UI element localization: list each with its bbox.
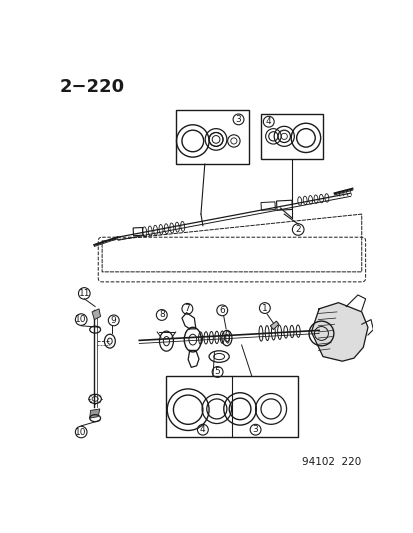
Bar	[166, 376, 297, 438]
Polygon shape	[90, 409, 100, 418]
Text: 10: 10	[75, 315, 87, 324]
Bar	[176, 110, 249, 164]
Text: 3: 3	[235, 115, 241, 124]
Bar	[133, 228, 142, 236]
Text: 2: 2	[294, 225, 300, 234]
Text: 6: 6	[219, 306, 225, 315]
Text: 7: 7	[184, 304, 190, 313]
Text: 2−220: 2−220	[59, 78, 124, 96]
Text: 8: 8	[159, 311, 164, 319]
Text: 4: 4	[265, 117, 271, 126]
Bar	[276, 200, 292, 210]
Polygon shape	[311, 303, 367, 361]
Text: 3: 3	[252, 425, 258, 434]
Text: 10: 10	[75, 427, 87, 437]
Text: 94102  220: 94102 220	[302, 457, 361, 467]
Text: 5: 5	[214, 367, 220, 376]
Polygon shape	[92, 309, 100, 320]
Text: 4: 4	[199, 425, 205, 434]
Bar	[260, 114, 322, 159]
Text: 11: 11	[78, 289, 90, 298]
Text: 1: 1	[261, 304, 267, 312]
Polygon shape	[270, 321, 278, 329]
Bar	[260, 202, 275, 210]
Text: 9: 9	[111, 316, 116, 325]
